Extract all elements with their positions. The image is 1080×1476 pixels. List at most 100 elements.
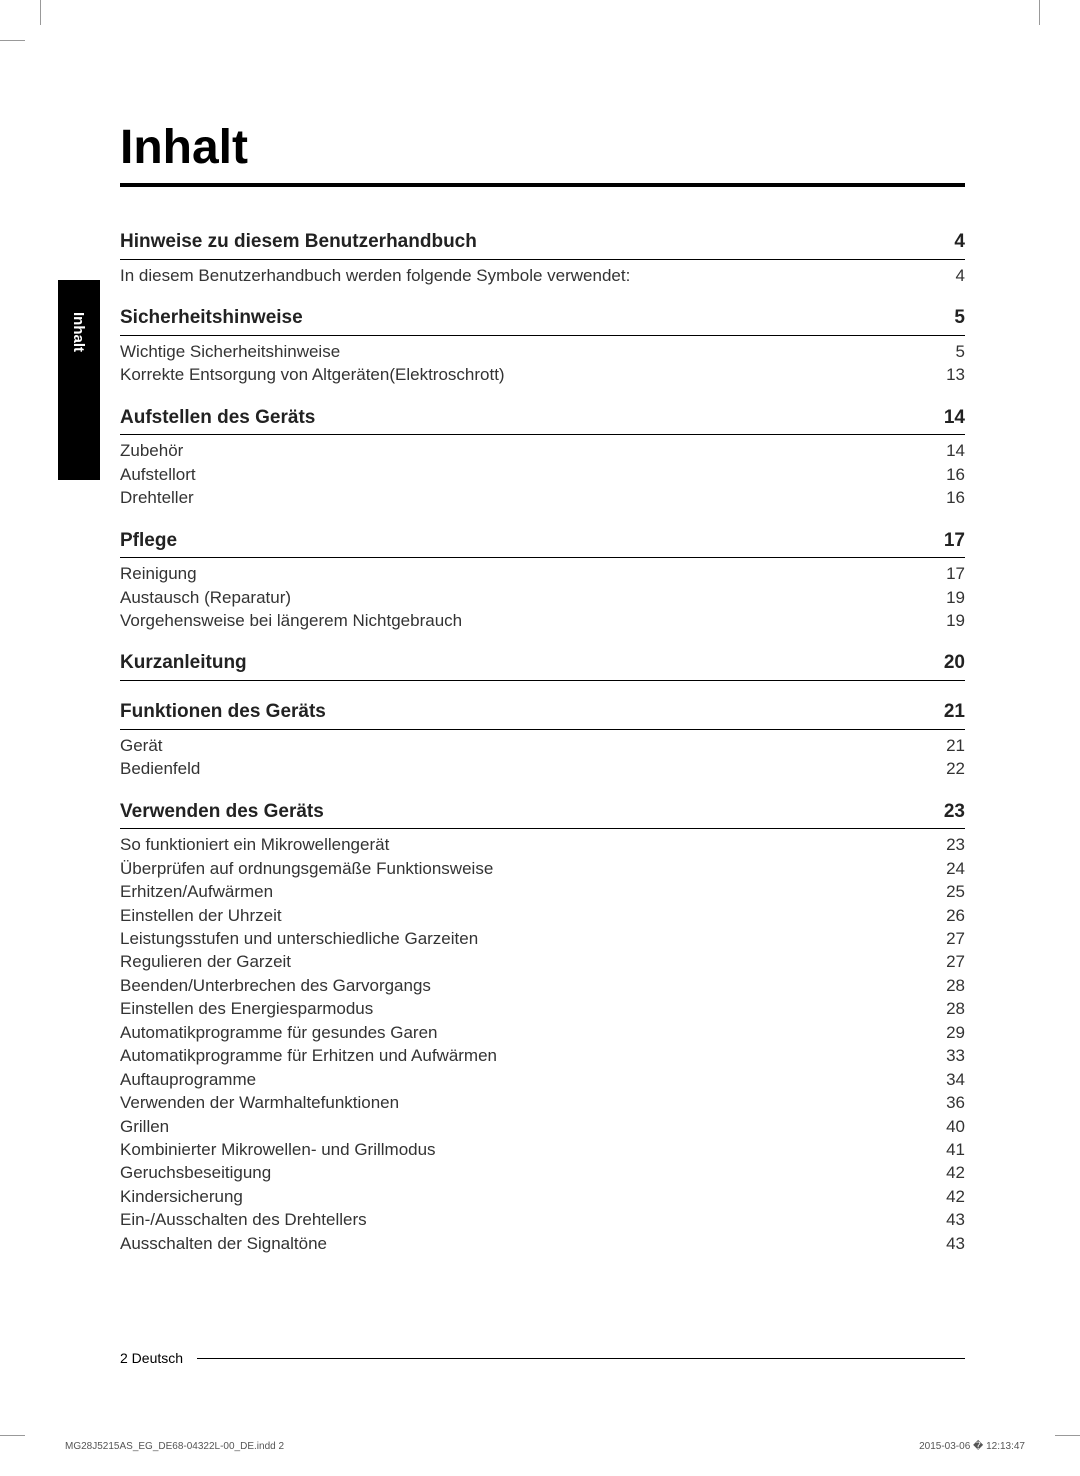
- toc-sub-title: Einstellen der Uhrzeit: [120, 904, 925, 927]
- toc-sub-title: Drehteller: [120, 486, 925, 509]
- toc-sub-row: Einstellen der Uhrzeit26: [120, 904, 965, 927]
- toc-sub-row: Verwenden der Warmhaltefunktionen36: [120, 1091, 965, 1114]
- toc-section-head: Hinweise zu diesem Benutzerhandbuch4: [120, 229, 965, 260]
- toc-sub-page: 40: [925, 1115, 965, 1138]
- toc-sub-page: 14: [925, 439, 965, 462]
- toc-section-head: Verwenden des Geräts23: [120, 799, 965, 830]
- crop-mark: [1039, 0, 1040, 25]
- toc-sub-row: Ein-/Ausschalten des Drehtellers43: [120, 1208, 965, 1231]
- toc-section-head: Aufstellen des Geräts14: [120, 405, 965, 436]
- toc-sub-rows: In diesem Benutzerhandbuch werden folgen…: [120, 264, 965, 287]
- toc-sub-title: Vorgehensweise bei längerem Nichtgebrauc…: [120, 609, 925, 632]
- toc-section-title: Aufstellen des Geräts: [120, 405, 925, 432]
- toc-sub-rows: Gerät21Bedienfeld22: [120, 734, 965, 781]
- toc-sub-page: 23: [925, 833, 965, 856]
- toc-sub-title: Wichtige Sicherheitshinweise: [120, 340, 925, 363]
- toc-section-head: Pflege17: [120, 528, 965, 559]
- toc-sub-row: Bedienfeld22: [120, 757, 965, 780]
- imprint-file: MG28J5215AS_EG_DE68-04322L-00_DE.indd 2: [65, 1441, 284, 1452]
- toc-section-head: Funktionen des Geräts21: [120, 699, 965, 730]
- toc-sub-row: Einstellen des Energiesparmodus28: [120, 997, 965, 1020]
- toc-sub-title: In diesem Benutzerhandbuch werden folgen…: [120, 264, 925, 287]
- toc-sub-title: Überprüfen auf ordnungsgemäße Funktionsw…: [120, 857, 925, 880]
- imprint-timestamp: 2015-03-06 � 12:13:47: [919, 1441, 1025, 1452]
- footer-rule: [197, 1358, 965, 1359]
- toc-sub-page: 16: [925, 486, 965, 509]
- toc-section-page: 14: [925, 405, 965, 432]
- side-tab-label: Inhalt: [70, 312, 87, 352]
- toc-sub-row: Aufstellort16: [120, 463, 965, 486]
- toc-sub-title: Erhitzen/Aufwärmen: [120, 880, 925, 903]
- toc-sub-row: So funktioniert ein Mikrowellengerät23: [120, 833, 965, 856]
- toc-sub-page: 13: [925, 363, 965, 386]
- toc-sub-title: Austausch (Reparatur): [120, 586, 925, 609]
- toc-sub-page: 41: [925, 1138, 965, 1161]
- toc-section-head: Sicherheitshinweise5: [120, 305, 965, 336]
- toc-sub-page: 25: [925, 880, 965, 903]
- toc-sub-title: Ein-/Ausschalten des Drehtellers: [120, 1208, 925, 1231]
- toc-sub-page: 19: [925, 609, 965, 632]
- toc-sub-row: Beenden/Unterbrechen des Garvorgangs28: [120, 974, 965, 997]
- toc-sub-page: 26: [925, 904, 965, 927]
- toc-sub-row: Reinigung17: [120, 562, 965, 585]
- toc-sub-title: Korrekte Entsorgung von Altgeräten(Elekt…: [120, 363, 925, 386]
- table-of-contents: Hinweise zu diesem Benutzerhandbuch4 In d…: [120, 229, 965, 1255]
- toc-sub-page: 33: [925, 1044, 965, 1067]
- toc-sub-title: Leistungsstufen und unterschiedliche Gar…: [120, 927, 925, 950]
- toc-sub-row: Wichtige Sicherheitshinweise5: [120, 340, 965, 363]
- toc-sub-row: Regulieren der Garzeit27: [120, 950, 965, 973]
- toc-sub-title: Automatikprogramme für Erhitzen und Aufw…: [120, 1044, 925, 1067]
- toc-sub-page: 4: [925, 264, 965, 287]
- toc-sub-title: Geruchsbeseitigung: [120, 1161, 925, 1184]
- toc-sub-rows: Zubehör14Aufstellort16Drehteller16: [120, 439, 965, 509]
- toc-sub-page: 34: [925, 1068, 965, 1091]
- toc-sub-title: Automatikprogramme für gesundes Garen: [120, 1021, 925, 1044]
- page: Inhalt Inhalt Hinweise zu diesem Benutze…: [0, 0, 1080, 1476]
- toc-section: Aufstellen des Geräts14Zubehör14Aufstell…: [120, 405, 965, 510]
- side-tab: Inhalt: [58, 280, 100, 480]
- toc-sub-row: Austausch (Reparatur)19: [120, 586, 965, 609]
- footer-page-label: 2 Deutsch: [120, 1350, 183, 1366]
- toc-sub-row: Leistungsstufen und unterschiedliche Gar…: [120, 927, 965, 950]
- toc-sub-title: Einstellen des Energiesparmodus: [120, 997, 925, 1020]
- toc-sub-row: Geruchsbeseitigung42: [120, 1161, 965, 1184]
- toc-section-head: Kurzanleitung20: [120, 650, 965, 681]
- toc-sub-title: Aufstellort: [120, 463, 925, 486]
- toc-section-title: Funktionen des Geräts: [120, 699, 925, 726]
- toc-sub-row: Ausschalten der Signaltöne43: [120, 1232, 965, 1255]
- toc-sub-page: 21: [925, 734, 965, 757]
- toc-sub-page: 27: [925, 950, 965, 973]
- toc-sub-row: Gerät21: [120, 734, 965, 757]
- toc-sub-title: Regulieren der Garzeit: [120, 950, 925, 973]
- toc-sub-row: In diesem Benutzerhandbuch werden folgen…: [120, 264, 965, 287]
- toc-sub-page: 17: [925, 562, 965, 585]
- toc-sub-title: Kombinierter Mikrowellen- und Grillmodus: [120, 1138, 925, 1161]
- toc-sub-row: Kombinierter Mikrowellen- und Grillmodus…: [120, 1138, 965, 1161]
- toc-sub-title: Grillen: [120, 1115, 925, 1138]
- toc-sub-title: Verwenden der Warmhaltefunktionen: [120, 1091, 925, 1114]
- toc-section-title: Pflege: [120, 528, 925, 555]
- toc-sub-title: Bedienfeld: [120, 757, 925, 780]
- toc-sub-row: Kindersicherung42: [120, 1185, 965, 1208]
- toc-sub-title: Ausschalten der Signaltöne: [120, 1232, 925, 1255]
- crop-mark: [0, 1435, 25, 1436]
- toc-sub-row: Drehteller16: [120, 486, 965, 509]
- crop-mark: [40, 0, 41, 25]
- crop-mark: [0, 40, 25, 41]
- toc-sub-page: 5: [925, 340, 965, 363]
- toc-sub-row: Automatikprogramme für gesundes Garen29: [120, 1021, 965, 1044]
- toc-sub-row: Vorgehensweise bei längerem Nichtgebrauc…: [120, 609, 965, 632]
- toc-section-page: 23: [925, 799, 965, 826]
- toc-sub-title: So funktioniert ein Mikrowellengerät: [120, 833, 925, 856]
- toc-section-title: Verwenden des Geräts: [120, 799, 925, 826]
- toc-sub-row: Zubehör14: [120, 439, 965, 462]
- toc-section: Hinweise zu diesem Benutzerhandbuch4 In d…: [120, 229, 965, 287]
- toc-section: Kurzanleitung20: [120, 650, 965, 681]
- title-rule: [120, 183, 965, 187]
- toc-sub-row: Korrekte Entsorgung von Altgeräten(Elekt…: [120, 363, 965, 386]
- toc-sub-page: 19: [925, 586, 965, 609]
- toc-section-title: Sicherheitshinweise: [120, 305, 925, 332]
- toc-sub-page: 28: [925, 974, 965, 997]
- toc-sub-page: 22: [925, 757, 965, 780]
- toc-sub-page: 28: [925, 997, 965, 1020]
